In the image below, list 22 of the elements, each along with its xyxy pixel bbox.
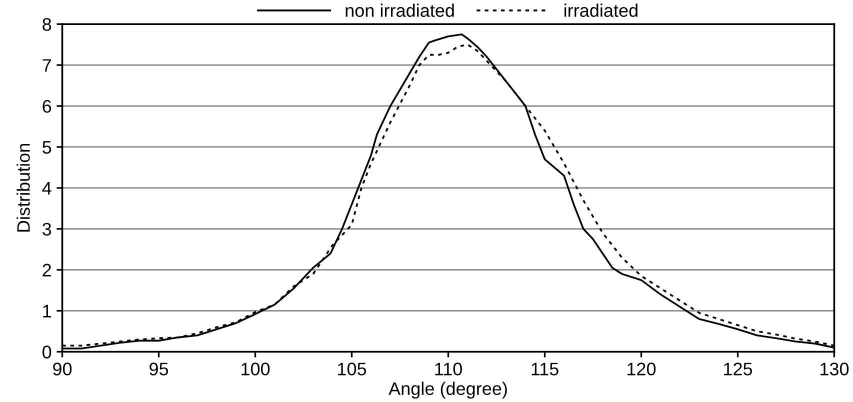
x-axis-title: Angle (degree) [388, 382, 507, 399]
x-tick-label: 120 [628, 362, 656, 376]
y-tick-label: 7 [42, 59, 51, 72]
y-tick-label: 8 [42, 18, 52, 31]
x-tick-label: 130 [820, 362, 849, 376]
y-tick-label: 3 [42, 222, 52, 236]
y-tick-label: 2 [42, 264, 51, 276]
y-tick-label: 6 [42, 100, 52, 113]
y-tick-label: 4 [42, 182, 52, 194]
x-tick-label: 115 [532, 362, 558, 376]
legend-label: irradiated [564, 4, 638, 17]
x-tick-label: 90 [53, 362, 72, 376]
x-tick-label: 95 [150, 362, 168, 376]
y-tick-label: 5 [42, 141, 52, 154]
y-axis-title: Distribution [16, 144, 30, 232]
x-tick-label: 100 [242, 362, 270, 376]
legend-label: non irradiated [346, 4, 454, 17]
y-tick-label: 0 [42, 346, 52, 358]
x-tick-label: 105 [338, 362, 366, 376]
x-tick-label: 110 [435, 362, 462, 376]
x-tick-label: 125 [724, 362, 752, 376]
y-tick-label: 1 [43, 304, 51, 318]
